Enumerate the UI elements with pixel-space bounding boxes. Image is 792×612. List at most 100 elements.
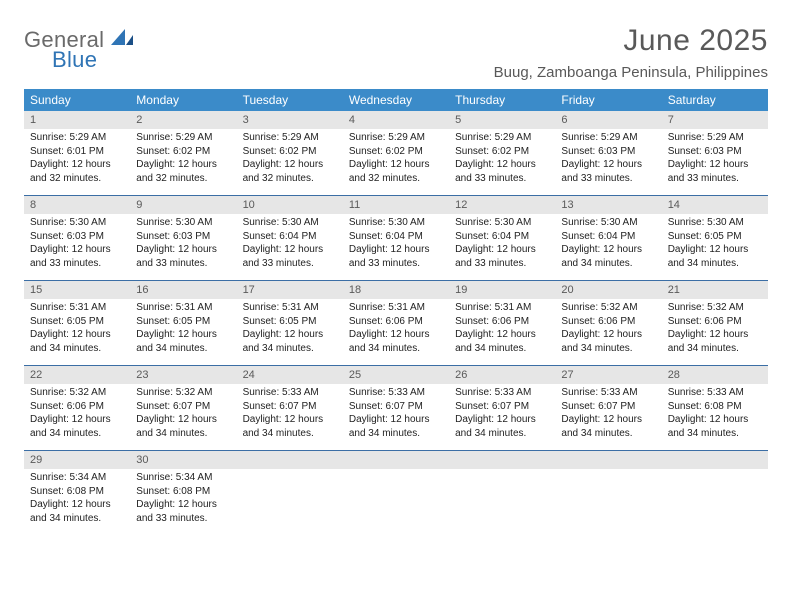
day-cell: 12Sunrise: 5:30 AMSunset: 6:04 PMDayligh…	[449, 196, 555, 280]
day-number: 25	[343, 366, 449, 384]
day-number: 14	[662, 196, 768, 214]
sunrise-line: Sunrise: 5:29 AM	[30, 131, 124, 145]
daylight-line-1: Daylight: 12 hours	[668, 158, 762, 172]
daylight-line-1: Daylight: 12 hours	[668, 328, 762, 342]
day-number: 12	[449, 196, 555, 214]
day-body: Sunrise: 5:32 AMSunset: 6:06 PMDaylight:…	[555, 299, 661, 361]
day-cell: 16Sunrise: 5:31 AMSunset: 6:05 PMDayligh…	[130, 281, 236, 365]
daylight-line-2: and 32 minutes.	[136, 172, 230, 186]
daylight-line-1: Daylight: 12 hours	[349, 243, 443, 257]
daylight-line-1: Daylight: 12 hours	[243, 328, 337, 342]
sunset-line: Sunset: 6:07 PM	[136, 400, 230, 414]
sunset-line: Sunset: 6:01 PM	[30, 145, 124, 159]
day-body: Sunrise: 5:31 AMSunset: 6:06 PMDaylight:…	[343, 299, 449, 361]
weekday-header: Saturday	[662, 89, 768, 111]
daylight-line-2: and 34 minutes.	[668, 257, 762, 271]
daylight-line-2: and 32 minutes.	[30, 172, 124, 186]
day-number: 30	[130, 451, 236, 469]
logo-sail-icon	[111, 29, 133, 52]
sunset-line: Sunset: 6:03 PM	[136, 230, 230, 244]
day-body: Sunrise: 5:30 AMSunset: 6:04 PMDaylight:…	[237, 214, 343, 276]
sunrise-line: Sunrise: 5:32 AM	[561, 301, 655, 315]
empty-day-cell	[343, 451, 449, 535]
day-body: Sunrise: 5:29 AMSunset: 6:03 PMDaylight:…	[555, 129, 661, 191]
daylight-line-1: Daylight: 12 hours	[243, 413, 337, 427]
day-cell: 17Sunrise: 5:31 AMSunset: 6:05 PMDayligh…	[237, 281, 343, 365]
daylight-line-2: and 34 minutes.	[136, 342, 230, 356]
sunset-line: Sunset: 6:05 PM	[668, 230, 762, 244]
day-cell: 26Sunrise: 5:33 AMSunset: 6:07 PMDayligh…	[449, 366, 555, 450]
sunrise-line: Sunrise: 5:30 AM	[243, 216, 337, 230]
sunset-line: Sunset: 6:06 PM	[349, 315, 443, 329]
sunrise-line: Sunrise: 5:30 AM	[455, 216, 549, 230]
day-number: 6	[555, 111, 661, 129]
day-number: 20	[555, 281, 661, 299]
day-body: Sunrise: 5:32 AMSunset: 6:07 PMDaylight:…	[130, 384, 236, 446]
day-cell: 13Sunrise: 5:30 AMSunset: 6:04 PMDayligh…	[555, 196, 661, 280]
day-number: 11	[343, 196, 449, 214]
sunset-line: Sunset: 6:07 PM	[243, 400, 337, 414]
day-number: 24	[237, 366, 343, 384]
sunrise-line: Sunrise: 5:30 AM	[561, 216, 655, 230]
sunset-line: Sunset: 6:05 PM	[136, 315, 230, 329]
day-number	[237, 451, 343, 469]
sunset-line: Sunset: 6:03 PM	[668, 145, 762, 159]
day-cell: 27Sunrise: 5:33 AMSunset: 6:07 PMDayligh…	[555, 366, 661, 450]
weekday-header: Monday	[130, 89, 236, 111]
daylight-line-1: Daylight: 12 hours	[349, 328, 443, 342]
sunset-line: Sunset: 6:06 PM	[561, 315, 655, 329]
sunrise-line: Sunrise: 5:29 AM	[349, 131, 443, 145]
day-body: Sunrise: 5:29 AMSunset: 6:02 PMDaylight:…	[343, 129, 449, 191]
sunset-line: Sunset: 6:07 PM	[349, 400, 443, 414]
daylight-line-1: Daylight: 12 hours	[561, 243, 655, 257]
day-body: Sunrise: 5:32 AMSunset: 6:06 PMDaylight:…	[24, 384, 130, 446]
daylight-line-1: Daylight: 12 hours	[136, 498, 230, 512]
day-number: 21	[662, 281, 768, 299]
daylight-line-1: Daylight: 12 hours	[455, 328, 549, 342]
day-number: 23	[130, 366, 236, 384]
weekday-header: Thursday	[449, 89, 555, 111]
daylight-line-2: and 34 minutes.	[349, 427, 443, 441]
daylight-line-1: Daylight: 12 hours	[136, 413, 230, 427]
day-cell: 24Sunrise: 5:33 AMSunset: 6:07 PMDayligh…	[237, 366, 343, 450]
sunrise-line: Sunrise: 5:31 AM	[30, 301, 124, 315]
weeks-container: 1Sunrise: 5:29 AMSunset: 6:01 PMDaylight…	[24, 111, 768, 535]
weekday-header: Wednesday	[343, 89, 449, 111]
week-row: 8Sunrise: 5:30 AMSunset: 6:03 PMDaylight…	[24, 196, 768, 281]
daylight-line-2: and 33 minutes.	[668, 172, 762, 186]
logo: General Blue	[24, 24, 133, 71]
daylight-line-1: Daylight: 12 hours	[668, 243, 762, 257]
day-body: Sunrise: 5:30 AMSunset: 6:03 PMDaylight:…	[24, 214, 130, 276]
daylight-line-2: and 33 minutes.	[136, 257, 230, 271]
daylight-line-2: and 34 minutes.	[561, 427, 655, 441]
daylight-line-1: Daylight: 12 hours	[349, 413, 443, 427]
day-cell: 14Sunrise: 5:30 AMSunset: 6:05 PMDayligh…	[662, 196, 768, 280]
sunset-line: Sunset: 6:06 PM	[668, 315, 762, 329]
sunset-line: Sunset: 6:02 PM	[455, 145, 549, 159]
sunrise-line: Sunrise: 5:31 AM	[136, 301, 230, 315]
day-body: Sunrise: 5:30 AMSunset: 6:04 PMDaylight:…	[343, 214, 449, 276]
empty-day-cell	[555, 451, 661, 535]
sunrise-line: Sunrise: 5:29 AM	[455, 131, 549, 145]
sunrise-line: Sunrise: 5:34 AM	[30, 471, 124, 485]
sunset-line: Sunset: 6:04 PM	[243, 230, 337, 244]
sunset-line: Sunset: 6:07 PM	[561, 400, 655, 414]
daylight-line-2: and 33 minutes.	[243, 257, 337, 271]
day-cell: 2Sunrise: 5:29 AMSunset: 6:02 PMDaylight…	[130, 111, 236, 195]
daylight-line-1: Daylight: 12 hours	[561, 413, 655, 427]
day-number	[662, 451, 768, 469]
daylight-line-1: Daylight: 12 hours	[30, 158, 124, 172]
day-cell: 9Sunrise: 5:30 AMSunset: 6:03 PMDaylight…	[130, 196, 236, 280]
day-number: 17	[237, 281, 343, 299]
daylight-line-2: and 33 minutes.	[561, 172, 655, 186]
day-cell: 15Sunrise: 5:31 AMSunset: 6:05 PMDayligh…	[24, 281, 130, 365]
day-number: 9	[130, 196, 236, 214]
day-number: 4	[343, 111, 449, 129]
sunset-line: Sunset: 6:07 PM	[455, 400, 549, 414]
daylight-line-1: Daylight: 12 hours	[243, 243, 337, 257]
day-cell: 20Sunrise: 5:32 AMSunset: 6:06 PMDayligh…	[555, 281, 661, 365]
sunrise-line: Sunrise: 5:29 AM	[668, 131, 762, 145]
day-number: 10	[237, 196, 343, 214]
week-row: 29Sunrise: 5:34 AMSunset: 6:08 PMDayligh…	[24, 451, 768, 535]
title-block: June 2025 Buug, Zamboanga Peninsula, Phi…	[494, 24, 768, 81]
